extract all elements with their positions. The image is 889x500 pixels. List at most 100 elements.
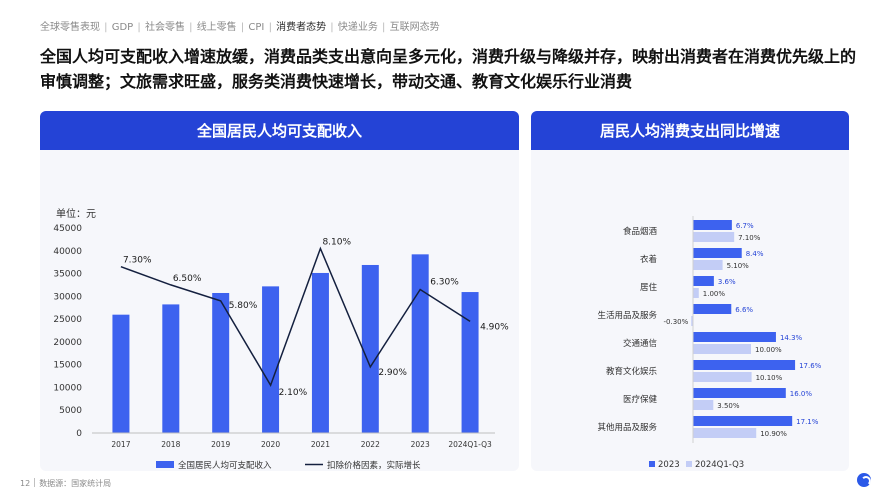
nav-separator: | bbox=[265, 22, 276, 33]
footer: 12 数据源：国家统计局 bbox=[20, 478, 111, 489]
consumption-chart-card: 居民人均消费支出同比增速 食品烟酒 6.7% 7.10% 衣着 8.4% 5.10% 居住 3… bbox=[531, 111, 849, 471]
growth-data-label: 6.30% bbox=[430, 278, 459, 288]
nav-item[interactable]: GDP bbox=[111, 22, 134, 33]
bar-2023-label: 3.6% bbox=[718, 278, 736, 286]
bar-2024-label: 3.50% bbox=[717, 402, 740, 410]
top-nav: 全球零售表现 | GDP | 社会零售 | 线上零售 | CPI | 消费者态势… bbox=[40, 18, 440, 33]
bar-2023 bbox=[693, 360, 796, 370]
y-tick-label: 15000 bbox=[53, 361, 82, 371]
bar-2024-label: 10.00% bbox=[755, 346, 782, 354]
x-tick-label: 2018 bbox=[161, 440, 180, 449]
nav-separator: | bbox=[134, 22, 144, 33]
nav-separator: | bbox=[101, 22, 111, 33]
growth-data-label: 7.30% bbox=[123, 256, 152, 266]
y-axis-unit-label: 单位：元 bbox=[56, 207, 96, 220]
consumption-chart-title: 居民人均消费支出同比增速 bbox=[531, 111, 849, 150]
category-label: 居住 bbox=[640, 282, 658, 293]
income-bar bbox=[262, 286, 280, 433]
bar-2024 bbox=[693, 400, 714, 410]
growth-data-label: 4.90% bbox=[480, 322, 509, 332]
bar-2023 bbox=[693, 332, 776, 342]
bar-2023-label: 6.7% bbox=[736, 222, 754, 230]
bar-2023 bbox=[693, 220, 732, 230]
legend-2023-swatch bbox=[649, 461, 655, 467]
bar-2024 bbox=[693, 288, 699, 298]
income-bar bbox=[411, 254, 429, 433]
x-tick-label: 2017 bbox=[111, 440, 130, 449]
bar-2023-label: 8.4% bbox=[746, 250, 764, 258]
bar-2023-label: 17.6% bbox=[799, 362, 822, 370]
growth-data-label: 2.10% bbox=[279, 388, 308, 398]
category-label: 交通通信 bbox=[623, 338, 658, 349]
y-tick-label: 40000 bbox=[53, 247, 82, 257]
bar-2024 bbox=[693, 260, 723, 270]
y-tick-label: 45000 bbox=[53, 224, 82, 234]
bar-2024-label: 1.00% bbox=[703, 290, 726, 298]
x-tick-label: 2020 bbox=[261, 440, 280, 449]
income-bar bbox=[112, 314, 130, 433]
page-number: 12 bbox=[20, 479, 31, 488]
footer-divider bbox=[34, 478, 36, 487]
x-tick-label: 2019 bbox=[211, 440, 230, 449]
nav-item[interactable]: 消费者态势 bbox=[276, 22, 327, 33]
bar-2024 bbox=[691, 316, 693, 326]
x-tick-label: 2024Q1-Q3 bbox=[448, 440, 492, 449]
legend-2024-label: 2024Q1-Q3 bbox=[695, 460, 744, 470]
bar-2023-label: 6.6% bbox=[735, 306, 753, 314]
bar-2023 bbox=[693, 276, 714, 286]
category-label: 其他用品及服务 bbox=[597, 422, 657, 433]
nav-item[interactable]: 互联网态势 bbox=[389, 22, 440, 33]
category-label: 医疗保健 bbox=[623, 394, 658, 405]
growth-data-label: 8.10% bbox=[322, 238, 351, 248]
nav-item[interactable]: 社会零售 bbox=[144, 22, 185, 33]
category-label: 教育文化娱乐 bbox=[606, 366, 658, 377]
bar-2024 bbox=[693, 232, 735, 242]
bar-2023 bbox=[693, 388, 786, 398]
bar-2024-label: 7.10% bbox=[738, 234, 761, 242]
category-label: 食品烟酒 bbox=[623, 226, 658, 237]
bar-2024 bbox=[693, 372, 752, 382]
nav-separator: | bbox=[327, 22, 337, 33]
y-tick-label: 0 bbox=[76, 429, 82, 439]
bar-2023 bbox=[693, 416, 793, 426]
real-growth-line bbox=[120, 246, 471, 387]
category-label: 衣着 bbox=[640, 254, 657, 265]
income-bar bbox=[212, 292, 230, 433]
brand-logo-icon bbox=[857, 473, 871, 487]
bar-2023 bbox=[693, 304, 732, 314]
legend-bar-swatch bbox=[156, 461, 174, 468]
y-tick-label: 10000 bbox=[53, 383, 82, 393]
bar-2024-label: -0.30% bbox=[663, 318, 688, 326]
bar-2024-label: 10.90% bbox=[760, 430, 787, 438]
income-bar bbox=[461, 292, 479, 433]
bar-2023-label: 14.3% bbox=[780, 334, 803, 342]
growth-data-label: 2.90% bbox=[378, 368, 407, 378]
bar-2023 bbox=[693, 248, 742, 258]
nav-separator: | bbox=[378, 22, 389, 33]
nav-item[interactable]: 线上零售 bbox=[196, 22, 237, 33]
legend-2023-label: 2023 bbox=[658, 460, 680, 470]
bar-2024-label: 5.10% bbox=[727, 262, 750, 270]
legend-bar-label: 全国居民人均可支配收入 bbox=[178, 460, 272, 471]
data-source: 数据源：国家统计局 bbox=[39, 479, 112, 488]
x-tick-label: 2023 bbox=[411, 440, 430, 449]
income-chart-card: 全国居民人均可支配收入 单位：元 0 5000 10000 15000 20000 2500… bbox=[40, 111, 519, 471]
y-tick-label: 20000 bbox=[53, 338, 82, 348]
nav-separator: | bbox=[185, 22, 196, 33]
x-tick-label: 2022 bbox=[361, 440, 380, 449]
category-label: 生活用品及服务 bbox=[597, 310, 657, 321]
x-tick-label: 2021 bbox=[311, 440, 330, 449]
growth-data-label: 5.80% bbox=[229, 301, 258, 311]
nav-item[interactable]: 全球零售表现 bbox=[40, 22, 100, 33]
nav-item[interactable]: CPI bbox=[248, 22, 265, 33]
nav-separator: | bbox=[237, 22, 248, 33]
consumption-chart: 食品烟酒 6.7% 7.10% 衣着 8.4% 5.10% 居住 3.6% 1.00% 生活用品及… bbox=[597, 216, 822, 470]
y-tick-label: 5000 bbox=[59, 406, 82, 416]
nav-item[interactable]: 快递业务 bbox=[337, 22, 378, 33]
legend-2024-swatch bbox=[686, 461, 692, 467]
income-bar bbox=[311, 272, 329, 433]
bar-2023-label: 16.0% bbox=[790, 390, 813, 398]
y-tick-label: 25000 bbox=[53, 315, 82, 325]
bar-2023-label: 17.1% bbox=[796, 418, 819, 426]
legend-line-label: 扣除价格因素，实际增长 bbox=[327, 460, 421, 471]
